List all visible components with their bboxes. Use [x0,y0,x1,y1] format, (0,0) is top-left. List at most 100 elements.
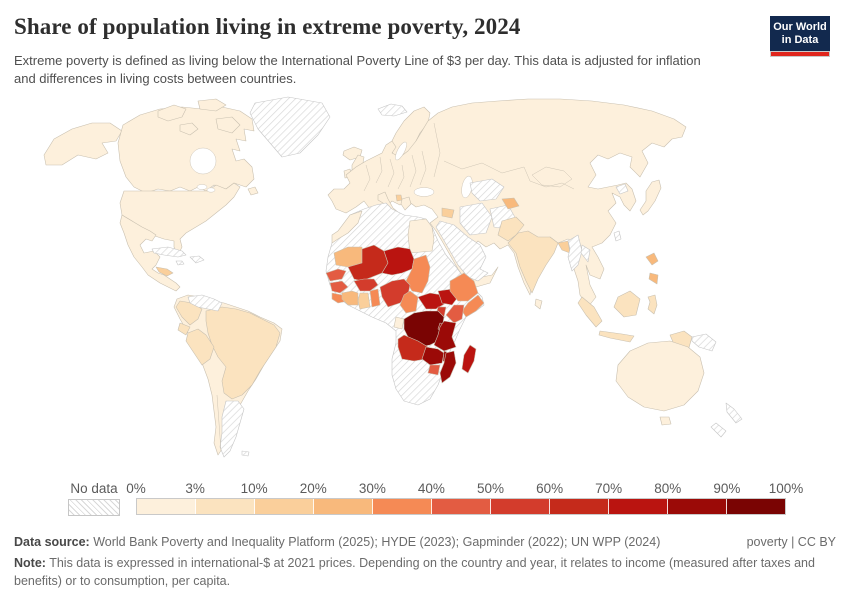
great-lakes [196,184,208,190]
country-burkina-faso[interactable] [353,278,379,292]
country-indonesia-java[interactable] [598,330,635,343]
country-indonesia-borneo[interactable] [613,290,641,318]
legend-bin[interactable] [491,499,550,514]
country-australia[interactable] [615,340,705,412]
country-falkland-islands[interactable] [241,450,250,457]
country-laos[interactable] [580,244,591,263]
country-zimbabwe[interactable] [427,364,441,376]
page-title: Share of population living in extreme po… [14,14,521,39]
country-japan[interactable] [639,179,662,216]
country-argentina[interactable] [219,400,245,458]
country-guinea[interactable] [329,280,349,294]
country-gabon[interactable] [393,316,405,330]
legend-bin[interactable] [314,499,373,514]
country-indonesia-sumatra[interactable] [577,296,603,328]
legend-tick: 10% [240,481,268,496]
owid-logo-line2: in Data [781,34,819,47]
legend-tick: 90% [713,481,741,496]
country-cote-divoire[interactable] [341,290,359,306]
legend-no-data-label: No data [70,481,118,496]
legend-tick: 3% [185,481,205,496]
chart-subtitle: Extreme poverty is defined as living bel… [14,53,701,86]
owid-logo-line1: Our World [773,21,827,33]
country-new-zealand[interactable] [710,402,743,438]
legend-color-scale: 0% 3% 10% 20% 30% 40% 50% 60% 70% 80% 90… [126,481,803,515]
country-cuba[interactable] [151,246,187,258]
owid-logo-accent-bar [770,51,830,58]
country-togo-benin[interactable] [369,288,381,308]
country-peru[interactable] [185,328,215,366]
owid-logo[interactable]: Our World in Data [770,16,830,58]
country-venezuela[interactable] [187,294,223,312]
country-syria[interactable] [441,207,455,219]
country-mozambique[interactable] [439,350,457,384]
country-newfoundland[interactable] [247,186,259,196]
legend-no-data-swatch[interactable] [68,499,120,516]
legend-bin[interactable] [550,499,609,514]
country-madagascar[interactable] [461,344,477,374]
license-link[interactable]: poverty | CC BY [746,535,836,549]
legend-bin[interactable] [609,499,668,514]
country-north-korea[interactable] [615,183,629,195]
legend-bin[interactable] [668,499,727,514]
country-balkan-small[interactable] [395,194,403,202]
legend-bin[interactable] [373,499,432,514]
country-tajikistan[interactable] [501,197,520,210]
data-source-label: Data source: [14,535,90,549]
country-svalbard[interactable] [377,103,408,117]
country-mexico-central-america[interactable] [119,214,181,292]
country-turkmenistan-uzbekistan[interactable] [469,178,505,202]
country-greece[interactable] [400,196,412,211]
chart-footer: Data source: World Bank Poverty and Ineq… [14,533,836,590]
country-niger[interactable] [381,246,415,276]
legend-tick: 70% [595,481,623,496]
country-angola[interactable] [397,334,429,362]
country-brazil[interactable] [205,306,281,400]
country-tasmania[interactable] [659,416,672,426]
country-ethiopia[interactable] [449,272,479,302]
legend-color-bar [136,498,786,515]
country-somalia[interactable] [461,294,485,318]
country-honduras[interactable] [155,266,174,277]
note-text: This data is expressed in international-… [14,556,815,589]
data-source-line: Data source: World Bank Poverty and Ineq… [14,533,660,551]
legend-bin[interactable] [137,499,196,514]
country-papua-new-guinea[interactable] [691,333,717,352]
country-zambia[interactable] [421,346,445,366]
country-saudi-arabia-yemen[interactable] [435,220,489,282]
world-map-svg [43,96,743,458]
country-ecuador[interactable] [177,322,191,336]
data-source-text: World Bank Poverty and Inequality Platfo… [93,535,661,549]
country-india[interactable] [507,230,559,294]
country-greenland[interactable] [249,96,331,158]
country-hispaniola[interactable] [189,255,205,264]
legend-no-data[interactable]: No data [68,481,120,516]
asia-borders [443,160,575,190]
country-morocco[interactable] [331,210,363,244]
legend-bin[interactable] [196,499,255,514]
country-canada-arctic-islands[interactable] [157,98,241,136]
note-line: Note: This data is expressed in internat… [14,554,819,590]
legend-bin[interactable] [727,499,785,514]
country-indonesia-sulawesi[interactable] [647,294,658,315]
country-taiwan[interactable] [613,230,622,242]
country-myanmar[interactable] [567,234,583,272]
country-kenya[interactable] [445,304,465,324]
legend-bin[interactable] [432,499,491,514]
country-jamaica[interactable] [175,260,185,266]
country-senegal[interactable] [325,268,347,282]
country-chad[interactable] [405,254,431,294]
legend-bin[interactable] [255,499,314,514]
country-cameroon[interactable] [399,290,419,314]
legend-tick: 20% [299,481,327,496]
country-egypt[interactable] [407,218,435,254]
country-philippines[interactable] [645,252,659,285]
country-ghana[interactable] [357,292,371,310]
world-map [30,95,820,475]
country-sri-lanka[interactable] [534,298,543,310]
country-dr-congo[interactable] [403,310,445,348]
country-iran[interactable] [459,202,493,236]
map-legend: No data 0% 3% 10% 20% 30% 40% 50% 60% 70… [0,481,850,516]
baltic-sea [395,141,407,161]
country-alaska[interactable] [43,122,123,166]
